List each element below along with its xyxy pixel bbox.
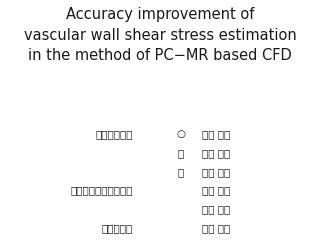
Text: 正: 正	[178, 167, 184, 177]
Text: 株式会社アールテック: 株式会社アールテック	[70, 186, 133, 196]
Text: 小杉 隆司: 小杉 隆司	[202, 204, 230, 214]
Text: 清水 利恳: 清水 利恳	[202, 186, 230, 196]
Text: 天谷 賢治: 天谷 賢治	[202, 167, 230, 177]
Text: Accuracy improvement of
vascular wall shear stress estimation
in the method of P: Accuracy improvement of vascular wall sh…	[24, 7, 296, 63]
Text: 大西 有希: 大西 有希	[202, 148, 230, 158]
Text: 東京工業大学: 東京工業大学	[95, 129, 133, 139]
Text: 青木 康平: 青木 康平	[202, 129, 230, 139]
Text: 正: 正	[178, 148, 184, 158]
Text: ○: ○	[176, 129, 185, 139]
Text: 硞田 治夫: 硞田 治夫	[202, 223, 230, 233]
Text: 名古屋大学: 名古屋大学	[101, 223, 133, 233]
